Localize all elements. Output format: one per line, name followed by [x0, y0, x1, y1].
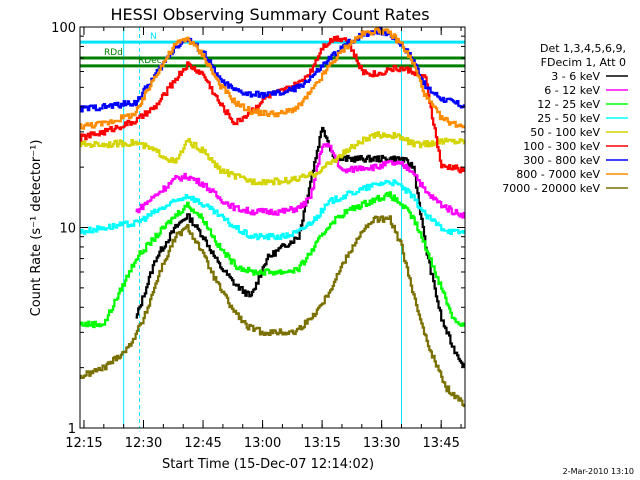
- reference-line-label: RDec: [138, 56, 162, 66]
- legend-entry-label: 300 - 800 keV: [523, 154, 600, 167]
- legend-entry-label: 25 - 50 keV: [537, 112, 600, 125]
- x-tick-label: 12:15: [65, 436, 102, 451]
- plot-frame: [79, 26, 466, 429]
- x-tick-label: 12:30: [125, 436, 162, 451]
- y-tick-label: 100: [51, 21, 76, 36]
- legend-entry-label: 800 - 7000 keV: [516, 168, 600, 181]
- series-line: [135, 142, 465, 219]
- chart-title: HESSI Observing Summary Count Rates: [110, 5, 429, 24]
- x-tick-label: 13:30: [363, 436, 400, 451]
- x-tick-label: 13:45: [422, 436, 459, 451]
- reference-line-label: RDd: [104, 48, 123, 58]
- series-line: [135, 126, 465, 368]
- axes: 12:15 12:30 12:45 13:00 13:15 13:30 13:45 1 10 10…: [51, 21, 466, 451]
- legend-title: Det 1,3,4,5,6,9,: [540, 42, 626, 55]
- x-tick-label: 13:00: [244, 436, 281, 451]
- series-line: [80, 179, 465, 241]
- series-line: [80, 27, 465, 130]
- x-axis-label: Start Time (15-Dec-07 12:14:02): [162, 457, 374, 472]
- legend-entry-label: 12 - 25 keV: [537, 98, 600, 111]
- legend-entry-label: 6 - 12 keV: [544, 84, 600, 97]
- reference-line-label: N: [150, 32, 157, 42]
- x-tick-label: 13:15: [303, 436, 340, 451]
- legend: Det 1,3,4,5,6,9,FDecim 1, Att 03 - 6 keV…: [502, 42, 628, 195]
- plot-area: RDec RDd N: [80, 27, 465, 428]
- footer-timestamp: 2-Mar-2010 13:10: [563, 467, 634, 476]
- y-tick-label: 10: [59, 222, 76, 237]
- legend-entry-label: 7000 - 20000 keV: [502, 182, 600, 195]
- series-line: [80, 191, 465, 329]
- legend-title: FDecim 1, Att 0: [541, 56, 626, 69]
- legend-entry-label: 3 - 6 keV: [551, 70, 600, 83]
- series-line: [80, 27, 465, 113]
- x-tick-label: 12:45: [184, 436, 221, 451]
- y-axis-label: Count Rate (s⁻¹ detector⁻¹): [29, 140, 44, 317]
- series-line: [80, 215, 465, 408]
- series-line: [80, 131, 465, 186]
- legend-entry-label: 50 - 100 keV: [530, 126, 600, 139]
- legend-entry-label: 100 - 300 keV: [523, 140, 600, 153]
- y-tick-label: 1: [68, 422, 76, 437]
